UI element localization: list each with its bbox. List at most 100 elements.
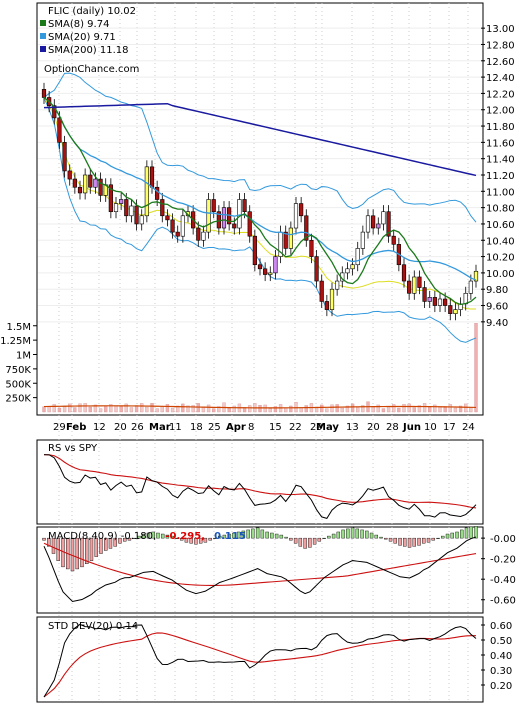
macd-histogram-bar bbox=[460, 529, 464, 539]
candle-body bbox=[360, 231, 365, 249]
candle-body bbox=[201, 231, 206, 241]
volume-bar bbox=[68, 403, 72, 413]
macd-histogram-bar bbox=[412, 537, 416, 547]
macd-histogram-bar bbox=[346, 528, 350, 539]
volume-bar bbox=[114, 406, 118, 413]
volume-bar bbox=[47, 406, 51, 413]
macd-histogram-bar bbox=[251, 528, 255, 539]
candle-body bbox=[381, 211, 386, 225]
volume-tick-label: 1.25M bbox=[0, 336, 31, 347]
candle-body bbox=[67, 170, 72, 180]
macd-histogram-bar bbox=[184, 537, 189, 543]
macd-histogram-bar bbox=[450, 532, 454, 539]
macd-title: MACD(8,40,9) -0.180, -0.295, 0.115 bbox=[48, 531, 246, 542]
volume-bar bbox=[248, 405, 252, 413]
volume-bar bbox=[356, 407, 360, 413]
macd-lines bbox=[42, 526, 478, 603]
macd-histogram-bar bbox=[284, 536, 288, 539]
candle-body bbox=[376, 223, 381, 229]
candle-body bbox=[52, 105, 57, 119]
candle-body bbox=[196, 227, 201, 241]
candle-body bbox=[237, 199, 242, 229]
macd-histogram-bar bbox=[165, 534, 170, 539]
macd-histogram-bar bbox=[293, 537, 298, 544]
macd-histogram-bar bbox=[137, 535, 141, 539]
candle-body bbox=[427, 297, 432, 302]
candle-body bbox=[283, 231, 288, 249]
candle-body bbox=[113, 203, 119, 213]
x-tick-label: 8 bbox=[248, 422, 254, 433]
volume-bar bbox=[165, 404, 170, 413]
candle-body bbox=[206, 199, 211, 233]
macd-histogram-bar bbox=[455, 531, 459, 539]
macd-histogram-bar bbox=[422, 537, 426, 544]
volume-bar bbox=[474, 323, 478, 413]
axis-ticks: 13.00 12.80 12.60 12.40 12.20 12.00 11.80 11.60… bbox=[0, 24, 516, 692]
volume-bar bbox=[284, 407, 288, 413]
macd-histogram-bar bbox=[274, 533, 279, 539]
volume-bar bbox=[294, 402, 298, 413]
candle-body bbox=[155, 186, 160, 200]
volume-bar bbox=[386, 406, 391, 413]
volume-bar bbox=[170, 407, 175, 413]
volume-bar bbox=[160, 406, 164, 413]
candle-body bbox=[139, 215, 144, 225]
price-tick-label: 10.40 bbox=[486, 236, 515, 247]
volume-bar bbox=[381, 408, 386, 413]
volume-bar bbox=[93, 404, 98, 413]
macd-histogram-bar bbox=[89, 537, 94, 561]
volume-bar bbox=[340, 407, 344, 413]
x-tick-label: 29 bbox=[310, 422, 323, 433]
sma20-line bbox=[43, 96, 477, 281]
macd-histogram-bar bbox=[194, 537, 198, 545]
rs-panel-frame bbox=[36, 439, 484, 525]
candle-body bbox=[221, 207, 227, 229]
candle-body bbox=[129, 205, 134, 217]
volume-bar bbox=[145, 406, 149, 413]
macd-histogram-bar bbox=[417, 537, 421, 546]
volume-bar bbox=[453, 407, 458, 413]
volume-bar bbox=[350, 403, 355, 413]
candle-body bbox=[175, 231, 180, 237]
macd-histogram-bar bbox=[227, 533, 231, 539]
macd-histogram-bar bbox=[189, 537, 193, 544]
bollinger-upper bbox=[43, 72, 477, 223]
candle-body bbox=[401, 264, 407, 282]
volume-bar bbox=[345, 405, 350, 413]
candle-body bbox=[391, 235, 396, 245]
grid-lines bbox=[38, 3, 481, 702]
macd-histogram-bar bbox=[170, 535, 174, 539]
volume-bar bbox=[109, 404, 113, 413]
legend-sma200: SMA(200) 11.18 bbox=[48, 45, 129, 56]
legend-swatch-sma20 bbox=[40, 33, 46, 39]
macd-histogram-bar bbox=[217, 535, 222, 539]
std-tick-label: 0.60 bbox=[490, 621, 512, 632]
macd-histogram-bar bbox=[393, 537, 397, 544]
price-tick-label: 9.80 bbox=[486, 285, 508, 296]
candle-body bbox=[108, 184, 113, 213]
price-tick-label: 10.60 bbox=[486, 220, 515, 231]
macd-histogram-bar bbox=[469, 526, 473, 539]
price-tick-label: 12.00 bbox=[486, 106, 515, 117]
candle-body bbox=[134, 205, 139, 225]
macd-histogram-bar bbox=[179, 537, 184, 541]
macd-histogram-bar bbox=[132, 537, 136, 539]
candle-body bbox=[473, 270, 479, 282]
candle-body bbox=[41, 89, 47, 98]
volume-bar bbox=[196, 403, 200, 413]
macd-histogram-bar bbox=[236, 531, 241, 539]
macd-histogram-bar bbox=[441, 535, 445, 539]
candle-body bbox=[165, 215, 170, 221]
volume-bar bbox=[289, 405, 293, 413]
candle-body bbox=[448, 305, 453, 314]
macd-histogram-bar bbox=[85, 537, 89, 565]
candle-body bbox=[365, 215, 371, 233]
candle-body bbox=[345, 268, 350, 274]
macd-line bbox=[43, 536, 477, 603]
candle-body bbox=[216, 211, 221, 229]
candle-body bbox=[453, 309, 458, 314]
price-tick-label: 10.80 bbox=[486, 204, 515, 215]
macd-histogram-bar bbox=[80, 537, 84, 568]
macd-tick-label: -0.40 bbox=[490, 575, 516, 586]
